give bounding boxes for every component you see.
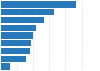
Bar [1,56,26,62]
Bar [1,40,31,46]
Bar [1,63,10,70]
Bar [1,1,76,8]
Bar [1,48,30,54]
Bar [1,25,36,31]
Bar [1,17,44,23]
Bar [1,9,54,15]
Bar [1,32,33,39]
